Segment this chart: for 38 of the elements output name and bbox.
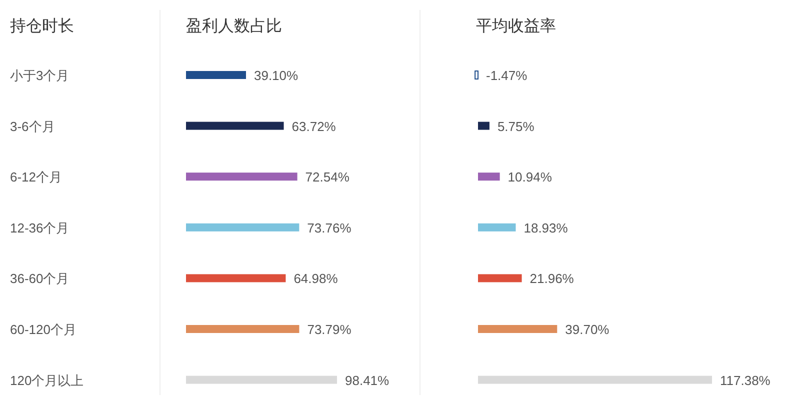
data-label: 5.75% <box>497 118 535 134</box>
data-label: -1.47% <box>486 68 528 83</box>
y-tick-label: 3-6个月 <box>10 118 55 134</box>
bar <box>186 172 298 181</box>
data-label: 10.94% <box>508 170 552 185</box>
data-label: 117.38% <box>720 372 771 388</box>
bar <box>186 71 246 79</box>
chart-title: 盈利人数占比 <box>186 17 282 35</box>
data-label: 73.76% <box>307 220 352 236</box>
chart-title: 平均收益率 <box>476 17 556 35</box>
bar <box>186 325 300 333</box>
bar <box>478 274 522 282</box>
y-tick-label: 12-36个月 <box>10 220 70 236</box>
y-tick-label: 36-60个月 <box>10 271 70 286</box>
data-label: 98.41% <box>345 372 390 388</box>
data-label: 64.98% <box>294 271 338 286</box>
data-label: 39.70% <box>565 322 610 337</box>
bar <box>186 122 284 130</box>
data-label: 18.93% <box>524 220 568 236</box>
y-tick-label: 60-120个月 <box>10 322 76 337</box>
bar <box>186 376 337 384</box>
data-label: 21.96% <box>530 271 574 286</box>
bar <box>474 70 478 80</box>
data-label: 73.79% <box>307 322 352 337</box>
y-tick-label: 120个月以上 <box>10 372 84 388</box>
data-label: 39.10% <box>254 68 299 83</box>
bar <box>478 223 516 232</box>
data-label: 72.54% <box>305 170 350 185</box>
y-tick-label: 6-12个月 <box>10 170 62 185</box>
bar <box>478 172 500 181</box>
y-tick-label: 小于3个月 <box>10 68 70 83</box>
bar <box>478 325 558 333</box>
bar <box>186 274 286 282</box>
bar <box>186 223 300 232</box>
data-label: 63.72% <box>292 118 336 134</box>
bar <box>478 122 490 130</box>
bar <box>478 376 712 384</box>
y-axis-title: 持仓时长 <box>10 17 74 35</box>
